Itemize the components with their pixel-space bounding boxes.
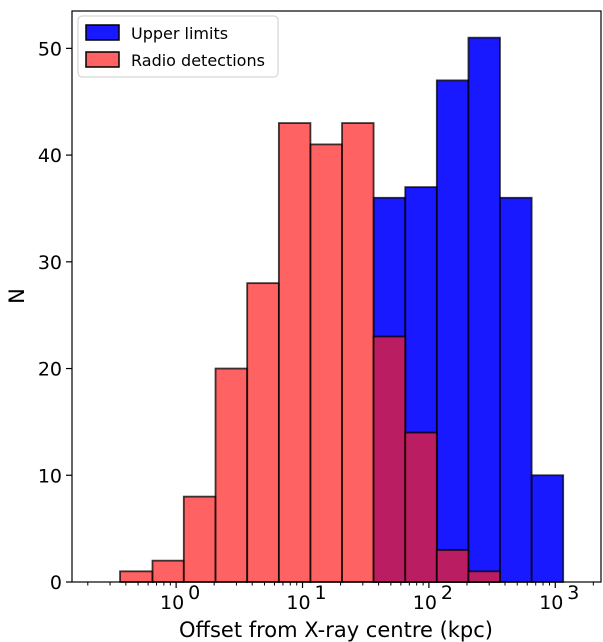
legend-swatch-radio-detections (85, 51, 120, 68)
y-axis-ticks: 0 10 20 30 40 50 (38, 38, 72, 594)
x-tick-exponent: 2 (441, 582, 453, 604)
y-axis-label: N (5, 288, 29, 304)
radio-detection-bar (372, 335, 407, 583)
y-tick-label: 40 (38, 145, 62, 167)
y-tick-label: 20 (38, 359, 62, 381)
radio-detection-bar (182, 495, 217, 583)
upper-limits-bar (530, 474, 565, 583)
x-tick-label: 10 (413, 592, 437, 614)
radio-detection-bar (214, 367, 249, 583)
x-tick-exponent: 3 (567, 582, 579, 604)
plot-frame (71, 10, 602, 583)
radio-detection-bar (467, 570, 501, 583)
legend-label-radio-detections: Radio detections (131, 51, 265, 70)
x-tick-label: 10 (160, 592, 184, 614)
y-tick-label: 0 (50, 572, 62, 594)
x-axis-ticks: 10 0 10 1 10 2 10 3 (87, 582, 594, 614)
upper-limits-bar (499, 196, 533, 583)
radio-detection-bar (435, 549, 470, 583)
radio-detection-bars (119, 122, 501, 583)
radio-detection-bar (309, 143, 343, 583)
legend-swatch-upper-limits (85, 24, 120, 41)
legend: Upper limits Radio detections (77, 15, 279, 78)
legend-box (77, 15, 279, 78)
x-tick-exponent: 0 (188, 582, 200, 604)
y-tick-label: 10 (38, 465, 62, 487)
upper-limits-bar (467, 36, 501, 583)
x-tick-exponent: 1 (315, 582, 327, 604)
radio-detection-bar (246, 282, 280, 583)
radio-detection-bar (151, 559, 185, 583)
y-tick-label: 30 (38, 252, 62, 274)
radio-detection-bar (341, 122, 375, 583)
radio-detection-bar (404, 431, 438, 583)
x-tick-label: 10 (286, 592, 310, 614)
y-tick-label: 50 (38, 38, 62, 60)
radio-detection-bar (119, 570, 154, 583)
x-tick-label: 10 (539, 592, 563, 614)
radio-detection-bar (277, 122, 312, 583)
x-axis-label: Offset from X-ray centre (kpc) (179, 618, 493, 642)
legend-label-upper-limits: Upper limits (131, 24, 228, 43)
upper-limits-bar (435, 79, 470, 583)
